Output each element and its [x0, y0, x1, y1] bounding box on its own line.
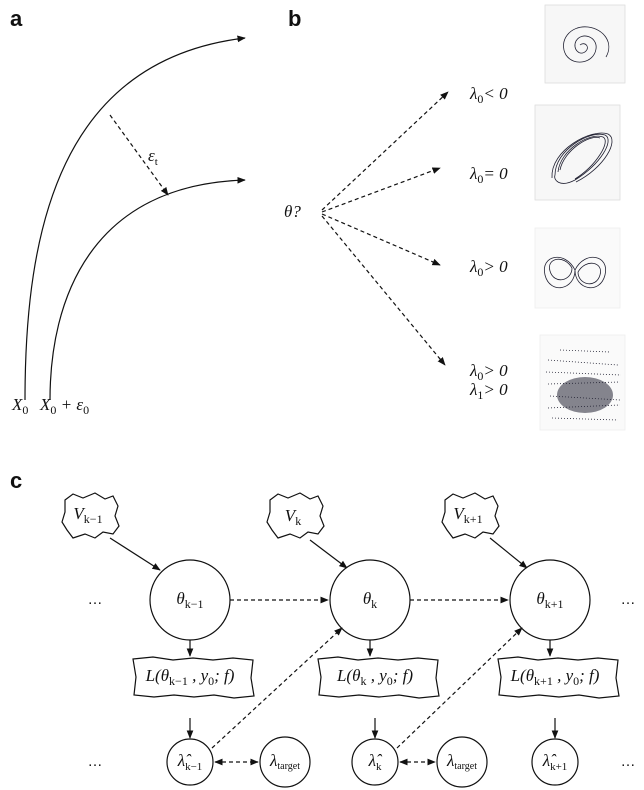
- subscript: k: [376, 761, 382, 773]
- text-part: λ: [469, 84, 477, 103]
- ellipsis: …: [88, 591, 103, 608]
- text-part: ; f): [393, 666, 414, 685]
- text-part: λ: [469, 380, 477, 399]
- ellipsis: …: [621, 753, 636, 770]
- text-part: > 0: [483, 380, 508, 399]
- math-label: εt: [148, 146, 158, 168]
- math-label: X0: [11, 395, 28, 417]
- math-label: λ0= 0: [469, 164, 508, 186]
- subscript: k: [371, 597, 377, 611]
- attractor-chaotic: [535, 228, 620, 308]
- ellipsis: …: [621, 591, 636, 608]
- regime-arrow: [322, 214, 440, 265]
- math-label: λ0> 0: [469, 257, 508, 279]
- text-part: , y: [188, 666, 209, 685]
- math-label: L(θk+1 , y0; f): [510, 666, 600, 688]
- subscript: k+1: [464, 512, 483, 526]
- text-part: λ: [446, 751, 454, 770]
- figure: a b c: [0, 0, 644, 790]
- subscript: k+1: [550, 761, 567, 773]
- noise-blobs: [62, 493, 499, 538]
- text-part: = 0: [483, 164, 508, 183]
- attractor-limit-cycle: [535, 105, 620, 200]
- math-label: X0 + ε0: [39, 395, 89, 417]
- attractor-fixed-point: [545, 5, 625, 83]
- arrow: [110, 538, 160, 570]
- subscript: k−1: [169, 674, 188, 688]
- math-label: λ1> 0: [469, 380, 508, 402]
- text-part: θ: [176, 589, 184, 608]
- text-part: λ: [469, 361, 477, 380]
- text-part: , y: [366, 666, 387, 685]
- panel-label: c: [10, 468, 22, 493]
- text-part: X: [39, 395, 51, 414]
- regime-arrow: [322, 92, 448, 210]
- text-part: + ε: [56, 395, 83, 414]
- trajectory: [25, 38, 245, 400]
- subscript: k+1: [545, 597, 564, 611]
- subscript: t: [155, 156, 158, 168]
- text-part: L(θ: [510, 666, 534, 685]
- text-part: θ: [363, 589, 371, 608]
- text-part: θ: [536, 589, 544, 608]
- text-part: > 0: [483, 257, 508, 276]
- subscript: k−1: [84, 512, 103, 526]
- text-part: L(θ: [336, 666, 360, 685]
- subscript: k−1: [185, 761, 202, 773]
- text-part: , y: [553, 666, 574, 685]
- regime-arrow: [322, 168, 440, 212]
- math-label: L(θk , y0; f): [336, 666, 413, 688]
- arrow: [490, 538, 527, 568]
- math-label: λ0< 0: [469, 84, 508, 106]
- parameter-label: θ?: [284, 202, 301, 221]
- text-part: λ: [469, 257, 477, 276]
- text-part: > 0: [483, 361, 508, 380]
- text-part: X: [11, 395, 23, 414]
- text-part: ; f): [579, 666, 600, 685]
- panel-label: a: [10, 6, 23, 31]
- arrow: [310, 540, 347, 568]
- panel-label: b: [288, 6, 301, 31]
- subscript: 0: [83, 403, 89, 417]
- text-part: λ: [469, 164, 477, 183]
- ellipsis: …: [88, 753, 103, 770]
- subscript: k: [295, 514, 301, 528]
- trajectory: [50, 180, 245, 400]
- attractor-hyperchaotic: [540, 335, 625, 430]
- separation-arrow: [110, 115, 168, 195]
- subscript: target: [454, 761, 477, 772]
- text-part: λ: [269, 751, 277, 770]
- subscript: k−1: [185, 597, 204, 611]
- math-label: L(θk−1 , y0; f): [145, 666, 235, 688]
- text-part: < 0: [483, 84, 508, 103]
- regime-arrow: [322, 216, 445, 365]
- text-part: L(θ: [145, 666, 169, 685]
- subscript: target: [277, 761, 300, 772]
- subscript: k+1: [534, 674, 553, 688]
- subscript: 0: [22, 403, 28, 417]
- text-part: ; f): [214, 666, 235, 685]
